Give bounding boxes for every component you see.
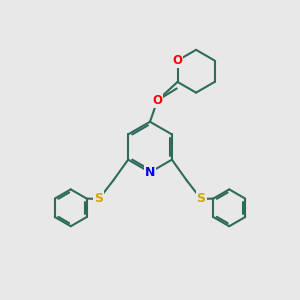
Text: O: O — [172, 54, 182, 67]
Text: O: O — [152, 94, 162, 107]
Text: S: S — [196, 192, 206, 206]
Text: N: N — [145, 166, 155, 179]
Text: S: S — [94, 192, 103, 206]
